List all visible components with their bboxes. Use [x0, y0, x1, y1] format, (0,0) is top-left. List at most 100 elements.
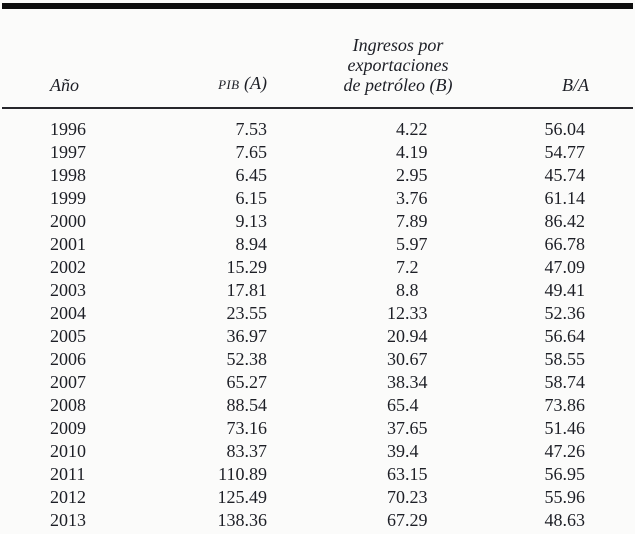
cell-year: 1996 — [50, 119, 86, 139]
cell-oil-int: 4 — [396, 119, 405, 139]
cell-oil-int: 67 — [387, 510, 405, 530]
cell-pib: 17.81 — [226, 280, 268, 300]
cell-oil-int: 2 — [396, 165, 405, 185]
cell-year: 2011 — [50, 464, 86, 484]
cell-year: 1998 — [50, 165, 86, 185]
cell-pib: 88.54 — [226, 395, 268, 415]
header-oil-line-1: Ingresos por — [352, 35, 444, 55]
table-row: 2009 73.16 37.65 51.46 — [2, 417, 633, 440]
cell-oil-frac: .76 — [405, 188, 428, 208]
table-row: 2000 9.13 7.89 86.42 — [2, 210, 633, 233]
cell-oil-int: 38 — [387, 372, 405, 392]
cell-oil-exports: 70.23 — [267, 486, 480, 509]
cell-oil-exports: 63.15 — [267, 463, 480, 486]
table-row: 1997 7.65 4.19 54.77 — [2, 141, 633, 164]
data-table: Año PIB (A) Ingresos por exportaciones d… — [2, 9, 633, 532]
cell-oil-exports: 8.8 — [267, 279, 480, 302]
cell-year: 2008 — [50, 395, 86, 415]
table-row: 2007 65.27 38.34 58.74 — [2, 371, 633, 394]
cell-oil-frac: .23 — [405, 487, 428, 507]
header-row: Año PIB (A) Ingresos por exportaciones d… — [2, 9, 633, 109]
table-row: 1999 6.15 3.76 61.14 — [2, 187, 633, 210]
cell-oil-int: 7 — [396, 257, 405, 277]
table-row: 2006 52.38 30.67 58.55 — [2, 348, 633, 371]
table-row: 2013 138.36 67.29 48.63 — [2, 509, 633, 532]
cell-oil-int: 70 — [387, 487, 405, 507]
table-row: 2008 88.54 65.4 73.86 — [2, 394, 633, 417]
cell-pib: 15.29 — [226, 257, 268, 277]
cell-oil-exports: 4.19 — [267, 141, 480, 164]
cell-ratio: 58.74 — [544, 372, 586, 392]
header-pib-smallcaps: PIB — [218, 77, 240, 92]
cell-oil-int: 39 — [387, 441, 405, 461]
cell-pib: 125.49 — [217, 487, 268, 507]
cell-oil-frac: .2 — [405, 257, 419, 277]
header-pib: PIB (A) — [140, 9, 267, 109]
cell-oil-int: 20 — [387, 326, 405, 346]
cell-oil-frac: .97 — [405, 234, 428, 254]
cell-year: 2013 — [50, 510, 86, 530]
cell-oil-exports: 38.34 — [267, 371, 480, 394]
cell-oil-exports: 4.22 — [267, 108, 480, 141]
table-row: 1996 7.53 4.22 56.04 — [2, 108, 633, 141]
cell-pib: 6.15 — [235, 188, 268, 208]
cell-oil-frac: .67 — [405, 349, 428, 369]
cell-oil-int: 5 — [396, 234, 405, 254]
cell-pib: 7.65 — [235, 142, 268, 162]
table-row: 2005 36.97 20.94 56.64 — [2, 325, 633, 348]
cell-ratio: 45.74 — [544, 165, 586, 185]
cell-pib: 65.27 — [226, 372, 268, 392]
cell-year: 2006 — [50, 349, 86, 369]
table-row: 2004 23.55 12.33 52.36 — [2, 302, 633, 325]
header-oil-line-2: exportaciones — [347, 55, 449, 75]
cell-pib: 23.55 — [226, 303, 268, 323]
cell-year: 2001 — [50, 234, 86, 254]
cell-year: 2000 — [50, 211, 86, 231]
cell-ratio: 49.41 — [544, 280, 586, 300]
cell-oil-int: 12 — [387, 303, 405, 323]
cell-ratio: 52.36 — [544, 303, 586, 323]
cell-oil-frac: .94 — [405, 326, 428, 346]
header-oil-line-3: de petróleo (B) — [343, 75, 453, 95]
cell-ratio: 47.26 — [544, 441, 586, 461]
cell-ratio: 54.77 — [544, 142, 586, 162]
table-row: 2001 8.94 5.97 66.78 — [2, 233, 633, 256]
cell-oil-exports: 39.4 — [267, 440, 480, 463]
cell-pib: 110.89 — [218, 464, 267, 484]
top-rule — [2, 3, 633, 9]
table-row: 1998 6.45 2.95 45.74 — [2, 164, 633, 187]
cell-year: 2003 — [50, 280, 86, 300]
table-row: 2010 83.37 39.4 47.26 — [2, 440, 633, 463]
cell-oil-frac: .89 — [405, 211, 428, 231]
cell-pib: 73.16 — [226, 418, 268, 438]
cell-ratio: 55.96 — [544, 487, 586, 507]
table-body: 1996 7.53 4.22 56.04 1997 7.65 4.19 54.7… — [2, 108, 633, 532]
cell-ratio: 61.14 — [544, 188, 586, 208]
header-year: Año — [2, 9, 140, 109]
cell-year: 2002 — [50, 257, 86, 277]
cell-oil-frac: .34 — [405, 372, 428, 392]
cell-pib: 8.94 — [235, 234, 268, 254]
cell-year: 2007 — [50, 372, 86, 392]
cell-year: 1999 — [50, 188, 86, 208]
cell-oil-frac: .4 — [405, 395, 419, 415]
cell-oil-frac: .15 — [405, 464, 428, 484]
cell-oil-exports: 30.67 — [267, 348, 480, 371]
cell-pib: 7.53 — [235, 119, 268, 139]
cell-oil-int: 7 — [396, 211, 405, 231]
cell-year: 2009 — [50, 418, 86, 438]
cell-ratio: 56.04 — [544, 119, 586, 139]
cell-oil-frac: .8 — [405, 280, 419, 300]
cell-oil-exports: 67.29 — [267, 509, 480, 532]
cell-oil-exports: 20.94 — [267, 325, 480, 348]
cell-oil-int: 8 — [396, 280, 405, 300]
cell-oil-exports: 7.89 — [267, 210, 480, 233]
header-year-label: Año — [50, 75, 79, 95]
cell-oil-int: 4 — [396, 142, 405, 162]
cell-oil-exports: 7.2 — [267, 256, 480, 279]
cell-oil-int: 65 — [387, 395, 405, 415]
cell-year: 2012 — [50, 487, 86, 507]
cell-year: 2010 — [50, 441, 86, 461]
cell-oil-frac: .65 — [405, 418, 428, 438]
